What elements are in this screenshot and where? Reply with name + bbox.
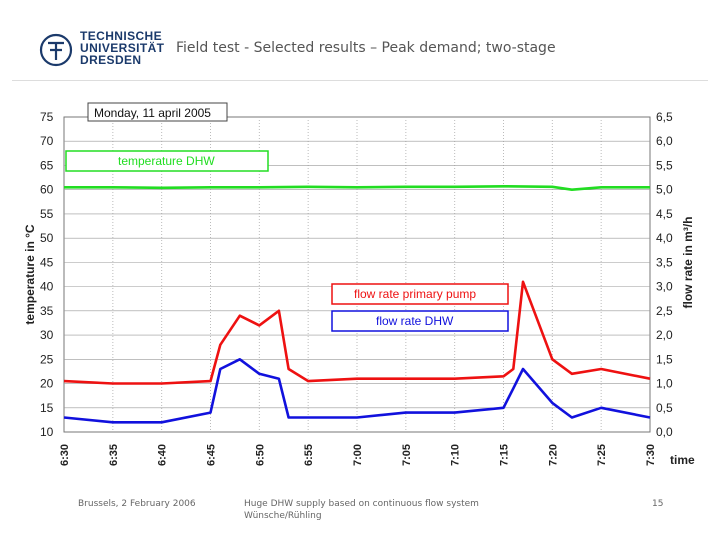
y-right-tick-label: 1,0 — [656, 377, 673, 391]
legend-label: flow rate primary pump — [354, 287, 476, 301]
y-left-tick-label: 45 — [40, 255, 54, 269]
footer-talk-title: Huge DHW supply based on continuous flow… — [244, 498, 479, 522]
y-left-axis-label: temperature in °C — [23, 224, 37, 324]
y-right-tick-label: 2,5 — [656, 304, 673, 318]
y-left-tick-label: 15 — [40, 401, 54, 415]
y-left-tick-label: 65 — [40, 158, 54, 172]
x-tick-label: 7:30 — [645, 444, 657, 466]
y-left-tick-label: 75 — [40, 110, 54, 124]
university-logo — [39, 33, 73, 67]
header-divider — [12, 80, 708, 81]
x-tick-label: 6:35 — [108, 444, 120, 466]
y-left-tick-label: 55 — [40, 207, 54, 221]
date-label-box — [87, 102, 228, 122]
y-right-tick-label: 6,0 — [656, 134, 673, 148]
legend-label: flow rate DHW — [376, 314, 454, 328]
slide-title: Field test - Selected results – Peak dem… — [176, 40, 556, 56]
x-tick-label: 7:20 — [547, 444, 559, 466]
x-tick-label: 6:45 — [206, 444, 218, 466]
chart: 6:30 6:35 6:40 6:45 6:50 6:55 7:00 7:05 7:10 7:15… — [23, 102, 695, 467]
y-left-tick-label: 10 — [40, 425, 54, 439]
x-tick-label: 7:25 — [596, 444, 608, 466]
x-tick-label: 7:00 — [352, 444, 364, 466]
footer-talk-title-line1: Huge DHW supply based on continuous flow… — [244, 499, 479, 509]
x-axis-label: time — [670, 453, 695, 467]
footer-authors: Wünsche/Rühling — [244, 511, 322, 521]
series-line-0 — [64, 185, 650, 191]
y-right-tick-label: 2,0 — [656, 328, 673, 342]
y-right-tick-label: 0,5 — [656, 401, 673, 415]
date-label: Monday, 11 april 2005 — [94, 106, 211, 120]
page-number: 15 — [652, 499, 664, 509]
legend-box-2 — [331, 310, 509, 332]
y-left-tick-label: 40 — [40, 280, 54, 294]
footer-location-date: Brussels, 2 February 2006 — [78, 499, 196, 509]
x-tick-label: 7:15 — [499, 444, 511, 466]
y-right-tick-label: 5,5 — [656, 158, 673, 172]
y-right-tick-label: 3,0 — [656, 280, 673, 294]
x-tick-label: 6:30 — [59, 444, 71, 466]
y-left-tick-label: 60 — [40, 183, 54, 197]
y-right-tick-label: 0,0 — [656, 425, 673, 439]
y-left-tick-label: 70 — [40, 134, 54, 148]
x-tick-label: 6:50 — [254, 444, 266, 466]
y-right-tick-label: 4,5 — [656, 207, 673, 221]
x-tick-label: 6:40 — [157, 444, 169, 466]
x-tick-label: 7:05 — [401, 444, 413, 466]
y-left-tick-label: 20 — [40, 377, 54, 391]
logo-line-2: UNIVERSITÄT — [80, 41, 165, 55]
y-left-tick-label: 35 — [40, 304, 54, 318]
y-right-tick-label: 5,0 — [656, 183, 673, 197]
legend-box-1 — [331, 283, 509, 305]
y-right-tick-label: 6,5 — [656, 110, 673, 124]
x-tick-label: 6:55 — [303, 444, 315, 466]
y-right-tick-label: 1,5 — [656, 352, 673, 366]
series-line-2 — [63, 357, 651, 424]
y-right-axis-label: flow rate in m³/h — [681, 216, 695, 308]
legend-label: temperature DHW — [118, 154, 215, 168]
y-left-tick-label: 50 — [40, 231, 54, 245]
logo-line-1: TECHNISCHE — [80, 29, 163, 43]
x-tick-label: 7:10 — [450, 444, 462, 466]
y-right-tick-label: 4,0 — [656, 231, 673, 245]
logo-line-3: DRESDEN — [80, 53, 142, 67]
y-left-tick-label: 30 — [40, 328, 54, 342]
y-right-tick-label: 3,5 — [656, 255, 673, 269]
y-left-tick-label: 25 — [40, 352, 54, 366]
legend-box-0 — [65, 150, 269, 172]
series-line-1 — [63, 280, 651, 385]
university-name: TECHNISCHE UNIVERSITÄT DRESDEN — [80, 30, 164, 66]
